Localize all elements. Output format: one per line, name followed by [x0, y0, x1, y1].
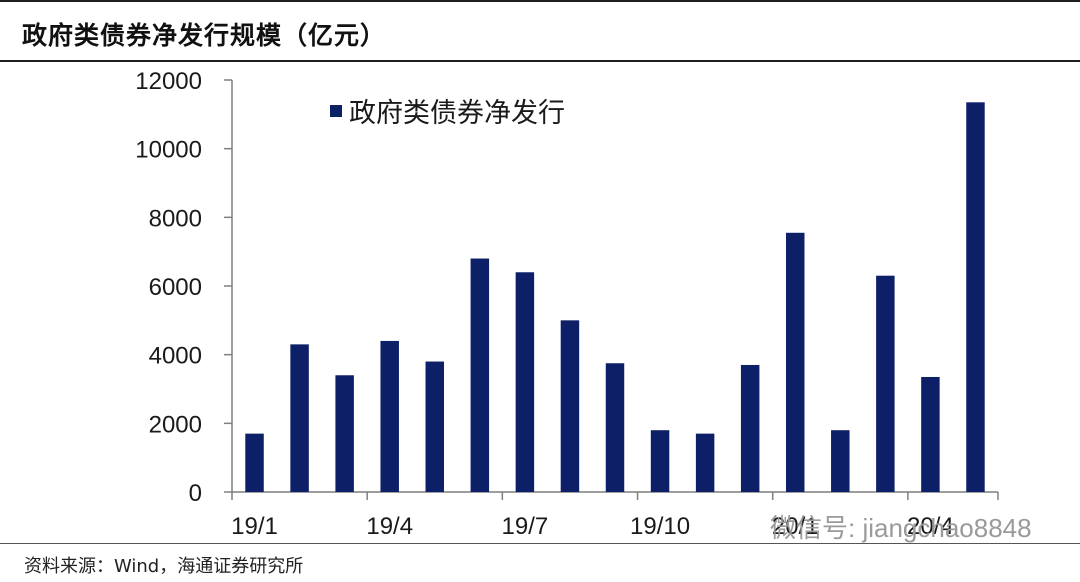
x-tick-label: 19/4	[366, 513, 413, 540]
source-note: 资料来源：Wind，海通证券研究所	[24, 556, 304, 577]
bar-19/10	[650, 430, 670, 492]
bar-19/5	[425, 361, 445, 492]
legend: 政府类债券净发行	[330, 98, 565, 129]
bar-20/4	[921, 376, 940, 492]
bar-19/2	[290, 344, 309, 492]
y-tick-label: 6000	[149, 274, 202, 301]
bar-20/5	[966, 102, 985, 493]
bar-19/11	[695, 433, 715, 492]
bar-19/8	[560, 320, 580, 492]
bar-19/9	[605, 363, 625, 492]
watermark-text: 微信号: jiangchao8848	[770, 513, 1032, 543]
source-bar: 资料来源：Wind，海通证券研究所	[0, 543, 1080, 582]
chart-title: 政府类债券净发行规模（亿元）	[22, 21, 387, 50]
x-tick-label: 20/1	[772, 513, 819, 540]
bar-20/2	[831, 430, 850, 492]
bar-19/6	[470, 258, 490, 492]
x-tick-label: 19/10	[630, 513, 690, 540]
y-tick-label: 4000	[149, 343, 202, 370]
bar-19/12	[740, 364, 760, 492]
x-axis: 19/1 19/4 19/7 19/10 20/1 20/4	[231, 491, 999, 540]
bar-20/3	[876, 275, 895, 492]
bar-chart: 0 2000 4000 6000 8000 10000 12000 19/1 19/4 19/7…	[135, 68, 1032, 543]
bar-20/1	[785, 232, 805, 493]
watermark: 微信号: jiangchao8848	[770, 513, 1032, 543]
bar-19/7	[515, 272, 535, 492]
legend-label: 政府类债券净发行	[349, 98, 565, 129]
bar-19/4	[380, 340, 399, 492]
y-tick-label: 12000	[135, 68, 202, 95]
x-tick-label: 19/7	[502, 513, 549, 540]
x-tick-label: 19/1	[231, 513, 278, 540]
bar-19/3	[335, 375, 354, 492]
y-tick-label: 2000	[149, 411, 202, 438]
y-tick-label: 0	[189, 480, 202, 507]
y-tick-label: 10000	[135, 137, 202, 164]
legend-swatch	[330, 105, 342, 117]
bars	[245, 102, 985, 493]
bar-19/1	[245, 433, 264, 492]
y-tick-label: 8000	[149, 205, 202, 232]
y-axis: 0 2000 4000 6000 8000 10000 12000	[135, 68, 233, 507]
title-bar: 政府类债券净发行规模（亿元）	[0, 0, 1080, 62]
x-tick-label: 20/4	[907, 513, 954, 540]
